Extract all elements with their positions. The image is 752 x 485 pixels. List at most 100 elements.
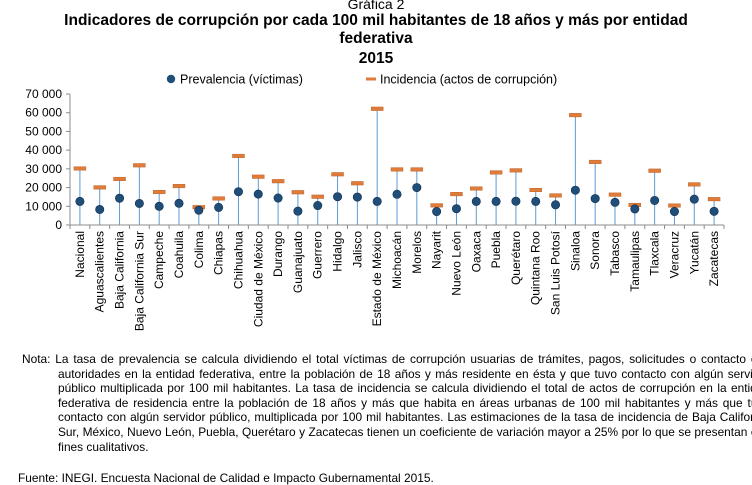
y-tick-label: 0 (55, 218, 62, 232)
x-tick-label: Hidalgo (331, 231, 345, 272)
incidencia-marker (608, 192, 622, 197)
legend-prevalencia-marker (166, 74, 176, 84)
x-tick-label: Baja California (113, 231, 127, 309)
x-tick-label: Yucatán (687, 231, 701, 274)
x-tick-label: Jalisco (350, 231, 364, 268)
x-tick-label: Morelos (410, 231, 424, 274)
prevalencia-marker (273, 193, 283, 203)
x-tick-label: Nayarit (430, 230, 444, 269)
x-tick-label: Sinaloa (568, 231, 582, 271)
prevalencia-marker (551, 200, 561, 210)
incidencia-marker (668, 203, 681, 208)
x-tick-label: Sonora (588, 231, 602, 270)
incidencia-marker (588, 159, 602, 164)
x-tick-label: Oaxaca (469, 231, 483, 273)
incidencia-marker (351, 181, 364, 186)
x-tick-label: Colima (192, 231, 206, 269)
incidencia-marker (232, 153, 245, 158)
x-tick-label: Guerrero (311, 231, 325, 279)
x-tick-label: Aguascalientes (93, 231, 107, 312)
x-tick-label: Tabasco (608, 231, 622, 276)
prevalencia-marker (650, 195, 660, 205)
y-tick-label: 30 000 (25, 162, 62, 176)
incidencia-marker (252, 174, 265, 179)
incidencia-marker (430, 203, 443, 208)
y-tick-label: 70 000 (25, 87, 62, 101)
incidencia-marker (648, 168, 661, 173)
prevalencia-marker (709, 206, 719, 216)
y-axis: 0 10 000 20 000 30 000 40 000 50 000 60 000 70 … (25, 87, 71, 232)
x-tick-label: Estado de México (370, 231, 384, 327)
prevalencia-marker (471, 196, 481, 206)
prevalencia-marker (253, 189, 263, 199)
prevalencia-marker (610, 197, 620, 207)
x-tick-label: Querétaro (509, 231, 523, 285)
chart-note: Nota: La tasa de prevalencia se calcula … (22, 352, 752, 454)
incidencia-marker (410, 167, 424, 172)
incidencia-marker (707, 197, 721, 202)
prevalencia-marker (531, 196, 541, 206)
incidencia-marker (133, 163, 146, 168)
incidencia-marker (291, 190, 305, 195)
x-tick-label: Quintana Roo (529, 231, 543, 305)
plot-area (73, 106, 721, 225)
prevalencia-marker (669, 207, 679, 217)
chart-title: Indicadores de corrupción por cada 100 m… (64, 12, 688, 47)
prevalencia-marker (352, 192, 362, 202)
x-tick-label: Baja California Sur (132, 231, 146, 331)
x-tick-label: Chiapas (212, 231, 226, 275)
y-tick-label: 50 000 (25, 124, 62, 138)
legend-incidencia-label: Incidencia (actos de corrupción) (380, 73, 557, 87)
incidencia-marker (212, 196, 225, 201)
prevalencia-marker (570, 185, 580, 195)
prevalencia-marker (590, 194, 600, 204)
incidencia-marker (489, 170, 503, 175)
incidencia-marker (509, 168, 523, 173)
prevalencia-marker (115, 193, 125, 203)
prevalencia-marker (293, 206, 303, 216)
prevalencia-marker (511, 196, 521, 206)
x-tick-label: Ciudad de México (251, 231, 265, 327)
x-tick-label: Tamaulipas (628, 231, 642, 292)
x-tick-label: Michoacán (390, 231, 404, 289)
x-axis: Nacional Aguascalientes Baja California Baj… (69, 224, 725, 331)
figure-kicker: Gráfica 2 (347, 0, 405, 12)
prevalencia-marker (75, 196, 85, 206)
incidencia-marker (331, 172, 344, 177)
legend-prevalencia-label: Prevalencia (víctimas) (180, 73, 303, 87)
x-tick-label: Tlaxcala (648, 231, 662, 276)
incidencia-marker (172, 184, 186, 189)
incidencia-marker (470, 186, 483, 191)
y-tick-label: 10 000 (25, 199, 62, 213)
incidencia-marker (370, 106, 384, 111)
prevalencia-marker (154, 201, 164, 211)
incidencia-marker (450, 192, 463, 197)
incidencia-marker (569, 113, 582, 118)
prevalencia-marker (689, 194, 699, 204)
prevalencia-marker (333, 192, 343, 202)
incidencia-marker (152, 190, 166, 195)
y-tick-label: 60 000 (25, 106, 62, 120)
x-tick-label: Puebla (489, 231, 503, 269)
incidencia-marker (549, 193, 562, 198)
x-tick-label: San Luis Potosí (549, 230, 563, 315)
y-tick-label: 40 000 (25, 143, 62, 157)
incidencia-marker (688, 182, 701, 187)
incidencia-marker (529, 187, 542, 192)
x-tick-label: Guanajuato (291, 231, 305, 293)
prevalencia-marker (95, 204, 105, 214)
incidencia-marker (311, 194, 324, 199)
prevalencia-marker (134, 198, 144, 208)
incidencia-marker (93, 185, 106, 190)
x-tick-label: Veracruz (667, 231, 681, 278)
x-tick-label: Coahuila (172, 231, 186, 279)
prevalencia-marker (451, 204, 461, 214)
prevalencia-marker (313, 201, 323, 211)
chart-year: 2015 (358, 50, 394, 67)
chart-legend: Prevalencia (víctimas) Incidencia (actos… (166, 73, 557, 87)
prevalencia-marker (214, 202, 224, 212)
chart-source: Fuente: INEGI. Encuesta Nacional de Cali… (18, 471, 434, 485)
prevalencia-marker (194, 205, 204, 215)
legend-incidencia-marker (366, 77, 376, 81)
prevalencia-marker (392, 189, 402, 199)
